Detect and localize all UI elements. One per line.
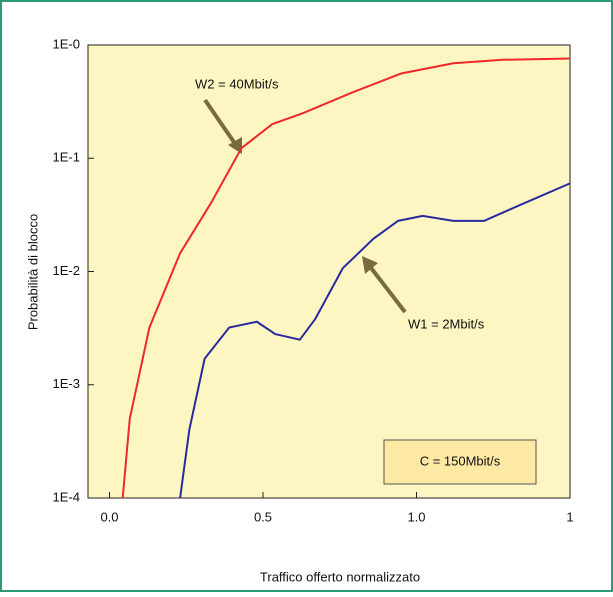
x-tick-label: 0.5 (254, 509, 272, 524)
x-tick-label: 0.0 (100, 509, 118, 524)
y-tick-label: 1E-0 (53, 36, 80, 51)
note-box (383, 439, 537, 485)
y-tick-label: 1E-1 (53, 150, 80, 165)
arrow-head (228, 137, 242, 154)
series-label: W1 = 2Mbit/s (408, 316, 485, 331)
y-tick-label: 1E-4 (53, 489, 80, 504)
x-tick-label: 1 (566, 509, 573, 524)
x-tick-label: 1.0 (407, 509, 425, 524)
plot-area (87, 44, 571, 499)
y-tick-label: 1E-3 (53, 376, 80, 391)
series-line (179, 182, 571, 499)
series-line (121, 57, 571, 499)
arrow-head (362, 256, 378, 274)
arrow (203, 98, 240, 150)
y-axis-label: Probabilità di blocco (25, 214, 40, 330)
series-label: W2 = 40Mbit/s (195, 76, 279, 91)
x-axis-label: Traffico offerto normalizzato (260, 569, 420, 584)
note-text: C = 150Mbit/s (420, 453, 501, 468)
arrow (366, 262, 407, 314)
y-tick-label: 1E-2 (53, 263, 80, 278)
